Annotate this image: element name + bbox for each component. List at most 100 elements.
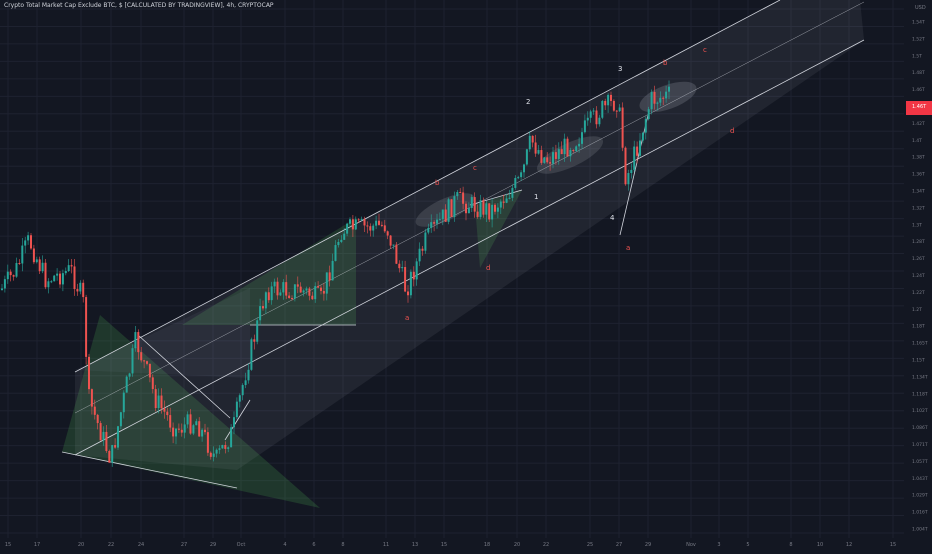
breakout-line: [224, 399, 251, 441]
candle: [485, 203, 488, 215]
candle: [473, 197, 476, 212]
candle: [517, 177, 520, 179]
candle: [291, 298, 293, 300]
candle: [589, 111, 592, 118]
candle: [253, 339, 256, 342]
y-tick-label: 1.22T: [912, 290, 925, 296]
candle: [447, 199, 450, 222]
y-tick-label: 1.016T: [912, 510, 928, 516]
candle: [212, 453, 215, 457]
grid: [0, 0, 904, 538]
x-tick-label: 24: [138, 542, 144, 548]
y-tick-label: 1.36T: [912, 172, 925, 178]
candle: [491, 204, 494, 220]
candle: [523, 164, 525, 173]
candle: [18, 263, 21, 265]
wave-label-white: 4: [610, 214, 615, 222]
candle: [438, 219, 441, 221]
x-tick-label: 15: [890, 542, 896, 548]
candle: [511, 187, 514, 198]
candle: [404, 267, 407, 292]
y-tick-label: 1.15T: [912, 358, 925, 364]
candle: [73, 266, 76, 290]
candle: [401, 267, 404, 269]
candle: [653, 91, 656, 104]
candle: [409, 271, 412, 296]
candle: [592, 110, 595, 112]
x-tick-label: 11: [383, 542, 389, 548]
candle: [328, 272, 331, 281]
candle: [494, 204, 496, 212]
x-tick-label: 13: [412, 542, 418, 548]
candle: [375, 220, 378, 226]
candle: [61, 273, 64, 285]
candle: [93, 406, 96, 415]
candle: [479, 200, 482, 217]
candle: [262, 306, 264, 309]
candle: [88, 356, 90, 390]
candle: [418, 248, 421, 262]
y-tick-label: 1.029T: [912, 493, 928, 499]
candle: [285, 282, 288, 296]
candle: [552, 152, 554, 164]
candle: [630, 169, 633, 174]
x-tick-label: Nov: [686, 542, 696, 548]
candle: [99, 423, 102, 441]
x-tick-label: 17: [34, 542, 40, 548]
candle: [256, 320, 259, 342]
candle: [514, 177, 517, 188]
candle: [415, 261, 418, 280]
candle: [575, 146, 578, 152]
candle: [15, 263, 18, 277]
candle: [482, 200, 485, 215]
candle: [250, 339, 253, 370]
candle: [601, 100, 604, 118]
candle: [131, 348, 134, 374]
y-tick-label: 1.26T: [912, 256, 925, 262]
candle: [157, 395, 160, 409]
candle: [308, 288, 311, 296]
candle: [117, 426, 119, 448]
channel-mid-line: [74, 1, 865, 414]
candle: [317, 286, 320, 288]
candle: [441, 209, 444, 220]
y-tick-label: 1.043T: [912, 476, 928, 482]
candle: [398, 263, 401, 269]
candle: [235, 401, 238, 418]
candle: [392, 244, 395, 246]
candle: [151, 377, 154, 390]
candle: [32, 248, 35, 263]
y-tick-label: 1.134T: [912, 374, 928, 380]
candle: [154, 389, 157, 409]
candle: [569, 150, 572, 157]
candle: [633, 146, 636, 170]
candle: [488, 203, 491, 220]
candle: [665, 91, 668, 99]
candle: [320, 287, 322, 291]
candle: [450, 199, 453, 217]
candle: [433, 222, 436, 224]
candle: [647, 109, 650, 120]
channel-lower-line: [74, 39, 865, 456]
candle: [525, 149, 528, 165]
wave-labels: 1 2 3 4 a b c d a b c d: [405, 46, 734, 322]
wave-label-red: a: [626, 244, 630, 252]
candle: [557, 149, 560, 159]
candle: [122, 392, 125, 413]
y-tick-label: 1.46T: [912, 87, 925, 93]
candle: [59, 273, 61, 285]
candle: [456, 192, 459, 197]
candle: [195, 421, 198, 426]
candles: [1, 80, 670, 467]
candle: [459, 192, 462, 194]
candle: [563, 138, 566, 155]
candle: [247, 369, 250, 381]
y-tick-label: 1.28T: [912, 239, 925, 245]
ellipse-highlight-3: [639, 81, 697, 113]
candle: [209, 452, 212, 457]
candle: [436, 219, 438, 224]
candle: [44, 262, 47, 288]
y-axis-unit: USD: [915, 5, 926, 11]
candle: [363, 219, 366, 226]
x-tick-label: 15: [5, 542, 11, 548]
